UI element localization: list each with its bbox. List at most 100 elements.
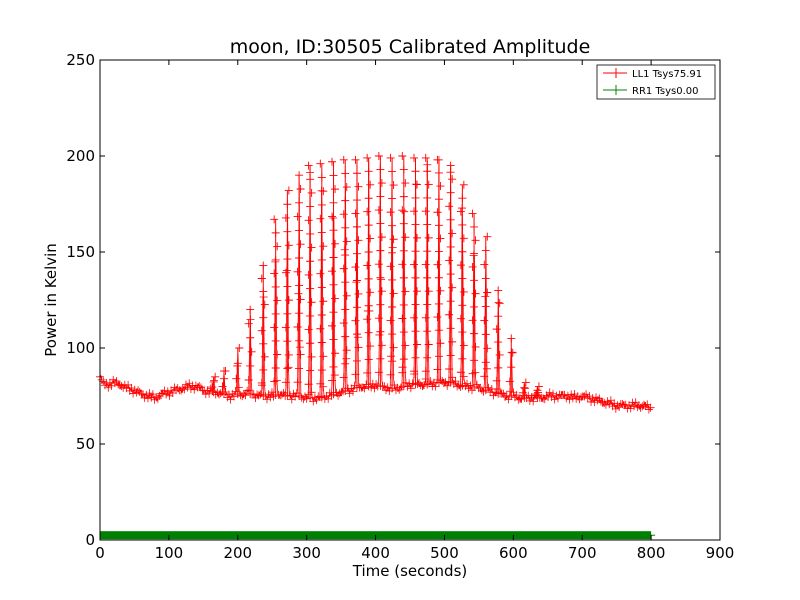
peak-marker xyxy=(341,169,350,178)
peak xyxy=(293,171,305,400)
peak-marker xyxy=(413,180,422,189)
peak-marker xyxy=(389,343,398,352)
peak-marker xyxy=(246,333,255,342)
peak-marker xyxy=(520,393,529,402)
peak-marker xyxy=(433,365,442,374)
peak-marker xyxy=(329,253,338,262)
peak-marker xyxy=(306,202,315,211)
data-point xyxy=(345,389,354,398)
data-point xyxy=(506,387,515,396)
peak-marker xyxy=(433,208,442,217)
peak-marker xyxy=(421,260,430,269)
data-point xyxy=(600,399,609,408)
peak-marker xyxy=(445,202,454,211)
peak-marker xyxy=(354,182,363,191)
peak-marker xyxy=(521,378,530,387)
peak-marker xyxy=(296,295,305,304)
peak-marker xyxy=(364,221,373,230)
peak-marker xyxy=(352,276,361,285)
data-point xyxy=(585,392,594,401)
peak xyxy=(433,155,445,387)
peak-marker xyxy=(401,341,410,350)
data-point xyxy=(97,375,106,384)
peak-marker xyxy=(304,380,313,389)
peak-marker xyxy=(341,387,350,396)
x-tick-label: 600 xyxy=(499,544,528,562)
data-point xyxy=(383,383,392,392)
data-point xyxy=(296,343,305,352)
peak-marker xyxy=(459,234,468,243)
data-point xyxy=(595,394,604,403)
peak-marker xyxy=(399,355,408,364)
peak-marker xyxy=(260,352,269,361)
data-point xyxy=(365,306,374,315)
peak-marker xyxy=(434,326,443,335)
data-point xyxy=(342,354,351,363)
peak-marker xyxy=(364,301,373,310)
data-point xyxy=(476,383,485,392)
peak-marker xyxy=(328,267,337,276)
peak-marker xyxy=(374,314,383,323)
peak-marker xyxy=(483,344,492,353)
data-point xyxy=(565,395,574,404)
peak-marker xyxy=(283,227,292,236)
peak xyxy=(421,153,433,389)
peak-marker xyxy=(508,348,517,357)
data-point xyxy=(380,382,389,391)
peak-marker xyxy=(271,364,280,373)
peak-marker xyxy=(259,313,268,322)
data-point xyxy=(553,394,562,403)
peak-marker xyxy=(481,358,490,367)
series-ll1 xyxy=(96,152,655,414)
peak xyxy=(363,153,375,391)
data-point xyxy=(520,384,529,393)
peak-marker xyxy=(507,334,516,343)
x-tick-label: 900 xyxy=(706,544,735,562)
peak-marker xyxy=(446,324,455,333)
data-point xyxy=(570,390,579,399)
data-point xyxy=(605,400,614,409)
y-axis-label: Power in Kelvin xyxy=(42,243,60,357)
data-point xyxy=(431,382,440,391)
peak-marker xyxy=(331,185,340,194)
data-point xyxy=(527,393,536,402)
peak-marker xyxy=(481,330,490,339)
peak xyxy=(339,155,351,396)
peak-marker xyxy=(306,284,315,293)
peak-marker xyxy=(468,316,477,325)
peak-marker xyxy=(534,382,543,391)
peak-marker xyxy=(436,182,445,191)
peak-marker xyxy=(259,365,268,374)
data-point xyxy=(186,384,195,393)
peak-marker xyxy=(284,241,293,250)
peak-marker xyxy=(260,300,269,309)
peak-marker xyxy=(448,283,457,292)
peak xyxy=(374,152,386,390)
peak-marker xyxy=(377,233,386,242)
data-point xyxy=(360,384,369,393)
peak xyxy=(456,180,468,390)
peak-marker xyxy=(424,233,433,242)
peak-marker xyxy=(304,325,313,334)
peak-marker xyxy=(446,297,455,306)
data-point xyxy=(340,245,349,254)
data-point xyxy=(426,377,435,386)
data-point xyxy=(353,333,362,342)
peak xyxy=(518,378,530,402)
peak-marker xyxy=(364,167,373,176)
peak-marker xyxy=(459,287,468,296)
peak-marker xyxy=(446,242,455,251)
data-point xyxy=(395,385,404,394)
plot-frame xyxy=(99,59,721,541)
peak-marker xyxy=(247,347,256,356)
y-tick-label: 200 xyxy=(66,147,95,165)
peak-marker xyxy=(531,390,540,399)
peak-marker xyxy=(341,196,350,205)
peak-marker xyxy=(363,368,372,377)
data-point xyxy=(479,387,488,396)
peak-marker xyxy=(458,301,467,310)
legend-label-rr1: RR1 Tsys0.00 xyxy=(632,86,699,97)
peak xyxy=(531,382,543,402)
data-point xyxy=(639,400,648,409)
peak-marker xyxy=(411,220,420,229)
